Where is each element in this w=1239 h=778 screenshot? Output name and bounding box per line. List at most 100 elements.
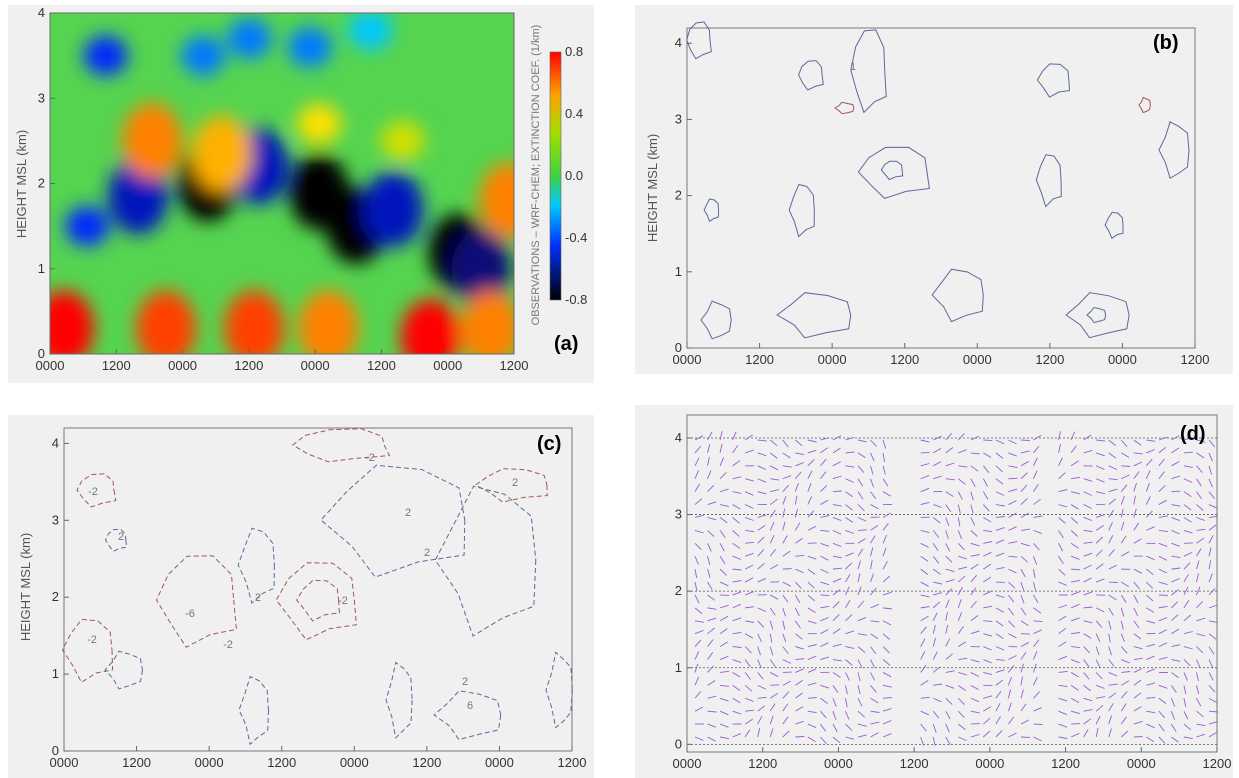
wind-vector: [1121, 659, 1130, 664]
wind-vector: [1058, 444, 1061, 454]
wind-vector: [1183, 659, 1191, 667]
wind-vector: [995, 702, 1001, 712]
wind-vector: [1033, 543, 1040, 551]
wind-vector: [882, 633, 891, 640]
wind-vector: [757, 577, 767, 583]
wind-vector: [958, 657, 968, 660]
wind-vector: [1158, 581, 1168, 586]
wind-vector: [845, 710, 850, 720]
wind-vector: [857, 452, 866, 459]
wind-vector: [1183, 631, 1193, 635]
wind-vector: [995, 607, 1004, 613]
wind-vector: [732, 659, 742, 664]
contour-label: 2: [462, 676, 468, 688]
wind-vector: [1033, 691, 1040, 699]
wind-vector: [1058, 670, 1068, 673]
wind-vector: [1058, 641, 1067, 647]
wind-vector: [795, 658, 805, 660]
wind-vector: [970, 615, 979, 622]
wind-vector: [782, 646, 789, 654]
panel-a-xtick-label: 1200: [234, 358, 263, 373]
wind-vector: [957, 504, 961, 514]
contour-line: [155, 555, 237, 648]
wind-vector: [1095, 672, 1103, 680]
wind-vector: [882, 684, 892, 688]
wind-vector: [1120, 703, 1127, 712]
wind-vector: [1058, 530, 1064, 539]
wind-vector: [995, 716, 1001, 725]
wind-vector: [995, 566, 1005, 570]
contour-line: [700, 300, 732, 340]
wind-vector: [1183, 646, 1193, 650]
wind-vector: [882, 439, 887, 449]
wind-vector: [832, 529, 842, 535]
wind-vector: [1183, 614, 1192, 622]
wind-vector: [1133, 439, 1142, 446]
wind-vector: [1196, 560, 1200, 570]
wind-vector: [970, 672, 980, 677]
wind-vector: [757, 439, 767, 442]
panel-b-xtick-label: 0000: [963, 352, 992, 367]
panel-b-xtick-label: 0000: [1108, 352, 1137, 367]
wind-vector: [769, 607, 776, 616]
panel-d-ytick-label: 1: [675, 660, 682, 675]
wind-vector: [707, 639, 714, 647]
panel-a-xtick-label: 1200: [500, 358, 529, 373]
wind-vector: [845, 646, 855, 649]
heatmap-feature: [122, 102, 183, 179]
wind-vector: [1020, 439, 1030, 442]
wind-vector: [820, 515, 830, 518]
wind-vector: [1196, 659, 1201, 668]
wind-vector: [1033, 515, 1043, 518]
wind-vector: [1171, 589, 1179, 596]
wind-vector: [832, 490, 842, 493]
wind-vector: [1171, 435, 1180, 441]
wind-vector: [1070, 491, 1080, 495]
wind-vector: [1083, 646, 1091, 654]
wind-vector: [1020, 542, 1030, 547]
wind-vector: [932, 448, 942, 454]
wind-vector: [1171, 461, 1180, 467]
wind-vector: [769, 633, 773, 643]
wind-vector: [744, 491, 754, 496]
wind-vector: [857, 710, 866, 718]
wind-vector: [870, 491, 877, 500]
wind-vector: [807, 483, 812, 492]
panel-c-xtick-label: 1200: [267, 755, 296, 770]
wind-vector: [1208, 491, 1216, 499]
contour-line: [1036, 63, 1071, 98]
wind-vector: [769, 620, 774, 630]
wind-vector: [1183, 529, 1193, 534]
wind-vector: [694, 556, 699, 565]
wind-vector: [1208, 731, 1217, 738]
wind-vector: [1108, 692, 1117, 699]
wind-vector: [857, 478, 864, 487]
wind-vector: [820, 437, 830, 441]
wind-vector: [1146, 723, 1155, 729]
wind-vector: [1183, 465, 1193, 468]
panel-a-ytick-label: 3: [38, 90, 45, 105]
wind-vector: [983, 551, 992, 557]
wind-vector: [845, 451, 855, 454]
panel-d-axes: 0000 1200 0000 1200 0000 1200 0000 1200 0 1 2 3 4: [673, 430, 1232, 771]
contour-line: [880, 160, 904, 181]
wind-vector: [732, 555, 742, 560]
wind-vector: [983, 541, 993, 544]
wind-vector: [707, 569, 711, 578]
wind-vector: [832, 504, 842, 507]
wind-vector: [857, 600, 865, 609]
wind-vector: [1158, 642, 1168, 648]
wind-vector: [757, 536, 765, 544]
panel-c-ytick-label: 3: [52, 512, 59, 527]
wind-vector: [707, 665, 714, 673]
wind-vector: [1096, 491, 1106, 495]
wind-vector: [957, 517, 961, 527]
wind-vector: [857, 586, 862, 596]
wind-vector: [732, 568, 742, 571]
wind-vector: [1083, 478, 1093, 482]
wind-vector: [857, 465, 865, 473]
wind-vector: [857, 646, 866, 653]
wind-vector: [770, 489, 780, 493]
wind-vector: [1133, 495, 1136, 505]
wind-vector: [1171, 736, 1179, 743]
